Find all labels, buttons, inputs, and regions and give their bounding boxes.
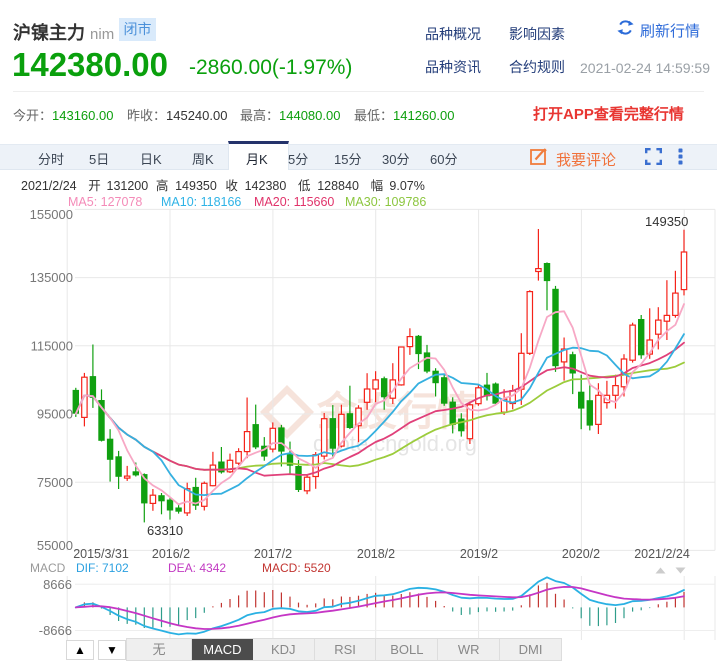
svg-text:75000: 75000 [37, 475, 73, 490]
svg-text:收: 收 [225, 179, 238, 193]
svg-text:149350: 149350 [645, 214, 688, 229]
svg-text:142380: 142380 [245, 179, 287, 193]
svg-text:开: 开 [88, 179, 101, 193]
svg-text:DIF: 7102: DIF: 7102 [76, 561, 129, 575]
svg-text:-8666: -8666 [39, 623, 72, 638]
svg-text:MA20: 115660: MA20: 115660 [254, 195, 334, 209]
svg-text:DEA: 4342: DEA: 4342 [168, 561, 226, 575]
svg-text:高: 高 [156, 178, 169, 193]
svg-text:2015/3/31: 2015/3/31 [73, 547, 129, 561]
svg-text:2018/2: 2018/2 [357, 547, 395, 561]
svg-text:128840: 128840 [317, 179, 359, 193]
svg-text:115000: 115000 [31, 338, 73, 353]
svg-text:135000: 135000 [30, 270, 73, 285]
svg-text:MA10: 118166: MA10: 118166 [161, 195, 241, 209]
svg-text:131200: 131200 [107, 179, 149, 193]
svg-text:2020/2: 2020/2 [562, 547, 600, 561]
svg-text:2016/2: 2016/2 [152, 547, 190, 561]
svg-text:MA30: 109786: MA30: 109786 [345, 195, 426, 209]
svg-text:8666: 8666 [43, 577, 72, 592]
svg-text:2019/2: 2019/2 [460, 547, 498, 561]
svg-text:2021/2/24: 2021/2/24 [21, 179, 77, 193]
svg-text:MACD: 5520: MACD: 5520 [262, 561, 331, 575]
svg-text:55000: 55000 [37, 538, 73, 553]
svg-text:低: 低 [298, 179, 311, 193]
svg-text:幅: 幅 [371, 178, 384, 193]
svg-text:2021/2/24: 2021/2/24 [634, 547, 690, 561]
svg-text:63310: 63310 [147, 523, 183, 538]
svg-text:2017/2: 2017/2 [254, 547, 292, 561]
svg-text:149350: 149350 [175, 179, 217, 193]
svg-text:9.07%: 9.07% [389, 179, 424, 193]
svg-text:MACD: MACD [30, 561, 66, 575]
svg-text:155000: 155000 [30, 207, 73, 222]
svg-text:95000: 95000 [37, 407, 73, 422]
svg-text:MA5: 127078: MA5: 127078 [68, 195, 142, 209]
